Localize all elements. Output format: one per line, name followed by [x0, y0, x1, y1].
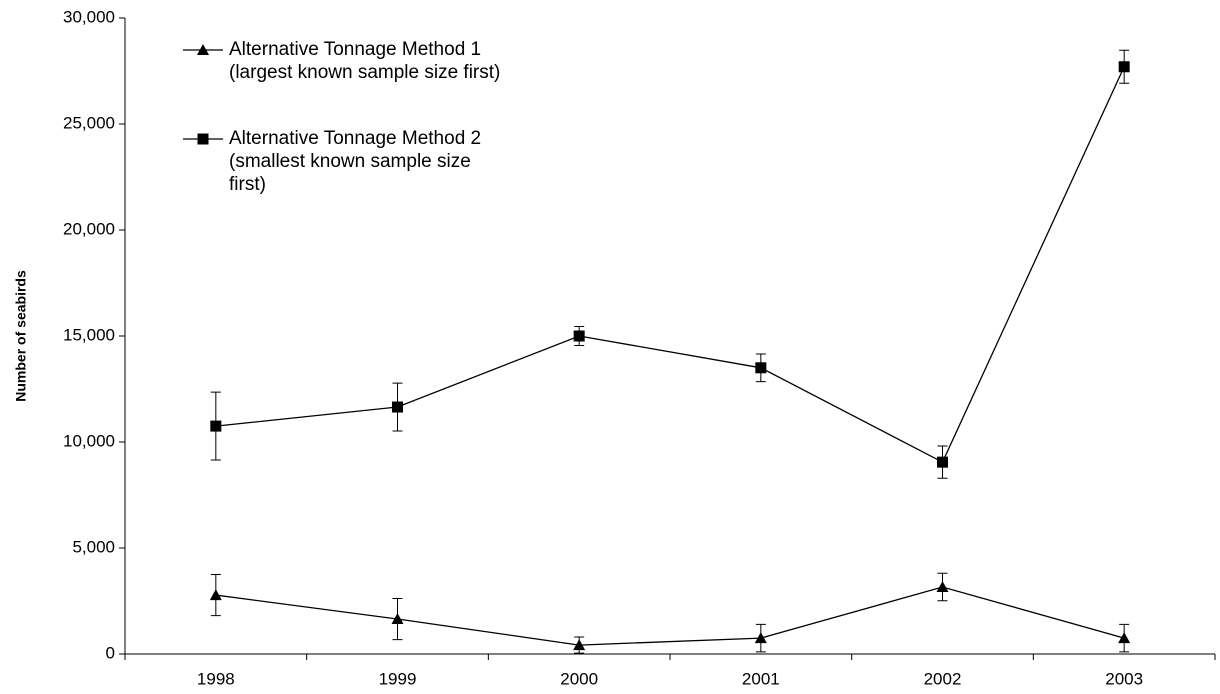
legend-label: Alternative Tonnage Method 1 (largest kn…: [229, 39, 501, 83]
y-tick-label: 0: [106, 643, 115, 662]
marker: [573, 639, 586, 651]
marker: [209, 589, 222, 601]
y-tick-label: 15,000: [63, 325, 115, 344]
legend-marker: [197, 133, 209, 145]
legend-marker: [197, 44, 209, 55]
line: [215, 586, 1125, 646]
x-tick-label: 2002: [924, 669, 962, 688]
x-tick-label: 1998: [197, 669, 235, 688]
y-tick-label: 10,000: [63, 431, 115, 450]
marker: [210, 420, 222, 432]
y-tick-label: 20,000: [63, 219, 115, 238]
legend-label: Alternative Tonnage Method 2 (smallest k…: [229, 128, 482, 195]
marker: [937, 456, 948, 468]
x-tick-label: 2000: [560, 669, 598, 688]
marker: [936, 581, 949, 593]
y-tick-label: 25,000: [63, 113, 115, 132]
y-tick-label: 30,000: [63, 7, 115, 26]
marker: [1118, 632, 1131, 644]
x-tick-label: 1999: [379, 669, 417, 688]
y-tick-label: 5,000: [72, 537, 115, 556]
marker: [755, 362, 767, 374]
line: [215, 66, 1125, 464]
marker: [391, 613, 404, 625]
marker: [1118, 61, 1130, 73]
x-tick-label: 2001: [742, 669, 780, 688]
y-axis-label: Number of seabirds: [13, 270, 29, 402]
marker: [573, 330, 585, 342]
marker: [754, 632, 767, 644]
x-tick-label: 2003: [1105, 669, 1143, 688]
marker: [392, 401, 403, 413]
